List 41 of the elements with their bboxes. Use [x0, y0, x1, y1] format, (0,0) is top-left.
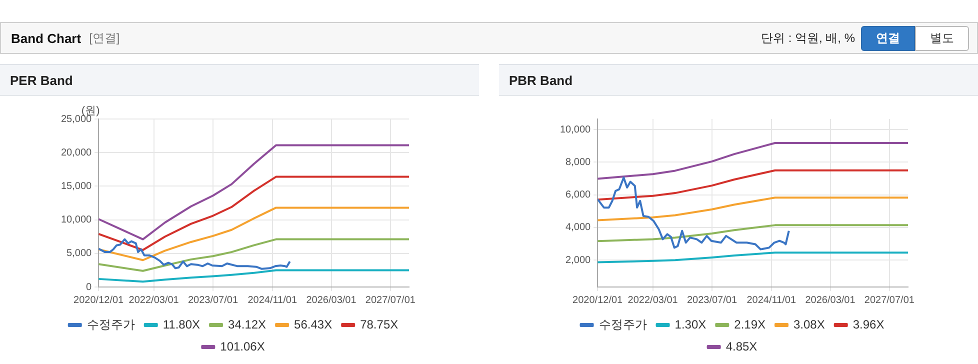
x-tick-label: 2023/07/01	[686, 294, 738, 306]
legend-label: 3.08X	[794, 317, 825, 332]
legend-label: 56.43X	[294, 317, 332, 332]
y-tick-label: 10,000	[560, 124, 592, 136]
y-tick-label: 4,000	[566, 222, 592, 234]
x-tick-label: 2024/11/01	[746, 294, 796, 306]
legend-label: 78.75X	[360, 317, 398, 332]
legend-label: 2.19X	[734, 317, 766, 332]
x-tick-label: 2022/03/01	[628, 294, 678, 306]
y-tick-label: 15,000	[60, 180, 92, 192]
legend-label: 3.96X	[852, 317, 884, 332]
x-tick-label: 2026/03/01	[306, 294, 357, 306]
legend-label: 수정주가	[598, 317, 647, 332]
legend-label: 101.06X	[220, 339, 265, 354]
legend-label: 수정주가	[86, 317, 135, 332]
x-tick-label: 2020/12/01	[74, 294, 124, 306]
x-tick-label: 2027/07/01	[864, 294, 915, 306]
text: 단위 : 억원, 배, %	[760, 30, 855, 46]
text: 별도	[915, 26, 969, 50]
x-tick-label: 2024/11/01	[248, 294, 298, 306]
y-tick-label: 0	[86, 282, 92, 293]
x-tick-label: 2020/12/01	[572, 294, 624, 306]
x-tick-label: 2023/07/01	[188, 294, 238, 306]
x-tick-label: 2022/03/01	[128, 294, 180, 306]
y-tick-label: 20,000	[60, 147, 92, 158]
legend-label: 1.30X	[674, 317, 706, 332]
legend-label: 4.85X	[726, 339, 758, 354]
y-tick-label: 5,000	[66, 248, 92, 260]
y-tick-label: 8,000	[566, 156, 592, 168]
legend-label: 34.12X	[228, 317, 266, 332]
x-tick-label: 2027/07/01	[365, 294, 416, 306]
text: Band Chart	[11, 30, 82, 46]
text: 연결	[861, 26, 915, 50]
chart-title: PER Band	[0, 65, 479, 96]
y-tick-label: 6,000	[566, 190, 592, 201]
text: [연결]	[89, 30, 120, 46]
y-tick-label: 2,000	[566, 254, 592, 266]
legend-label: 11.80X	[162, 317, 200, 332]
y-tick-label: 10,000	[60, 214, 92, 226]
x-tick-label: 2026/03/01	[805, 294, 856, 306]
chart-title: PBR Band	[499, 65, 978, 96]
